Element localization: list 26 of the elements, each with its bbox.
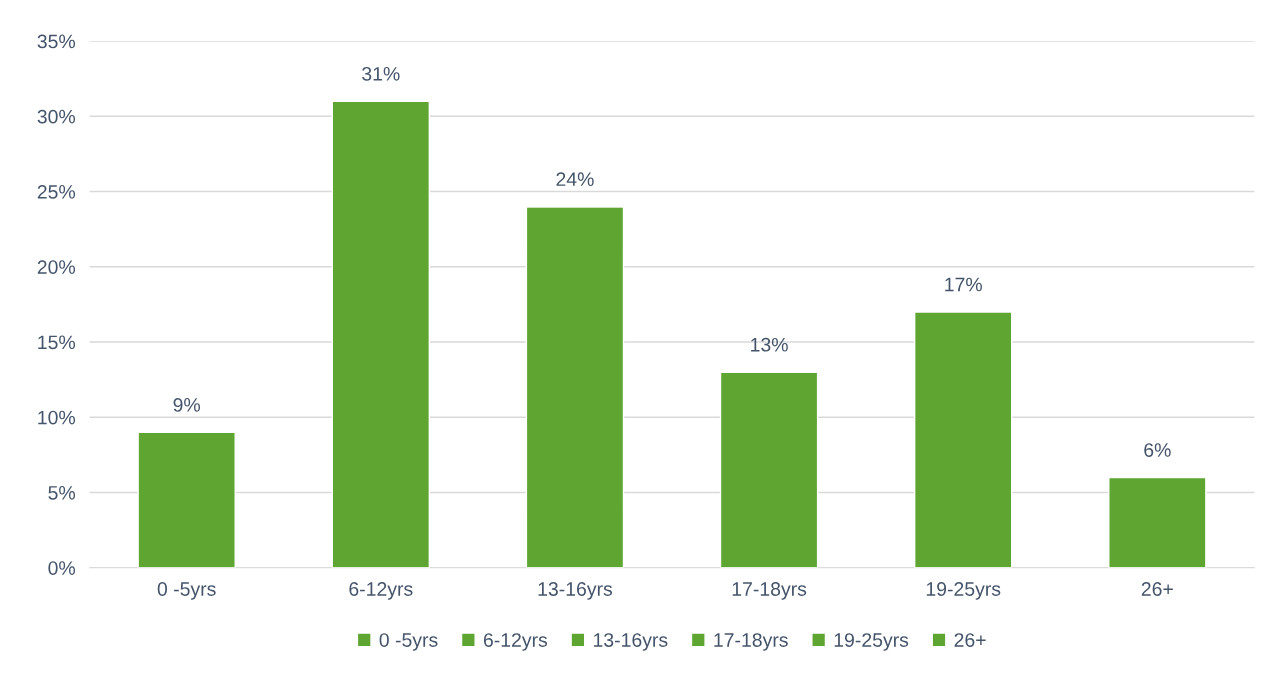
x-tick-label: 13-16yrs (538, 582, 613, 600)
data-label: 9% (173, 398, 201, 412)
y-tick-label: 25% (37, 184, 76, 199)
y-tick-label: 15% (38, 335, 76, 350)
data-label: 24% (556, 172, 594, 186)
legend-label: 13-16yrs (593, 633, 668, 651)
legend-label: 26+ (954, 633, 986, 647)
legend-label: 0 -5yrs (379, 633, 438, 651)
data-label: 6% (1144, 443, 1171, 457)
y-tick-label: 20% (37, 260, 76, 274)
data-label: 17% (945, 277, 982, 292)
x-tick-label: 0 -5yrs (157, 582, 216, 600)
x-tick-label: 6-12yrs (349, 582, 413, 600)
y-tick-label: 30% (37, 109, 76, 124)
x-tick-label: 17-18yrs (732, 582, 807, 600)
legend-label: 17-18yrs (714, 633, 788, 651)
y-tick-label: 0% (48, 561, 76, 575)
y-tick-label: 5% (48, 486, 76, 500)
x-tick-label: 26+ (1141, 582, 1173, 596)
legend-label: 6-12yrs (483, 633, 548, 651)
y-tick-label: 35% (37, 34, 76, 49)
data-label: 13% (751, 337, 788, 352)
y-tick-label: 10% (38, 410, 76, 425)
legend-label: 19-25yrs (834, 633, 909, 651)
x-tick-label: 19-25yrs (926, 582, 1001, 600)
data-label: 31% (362, 66, 400, 81)
